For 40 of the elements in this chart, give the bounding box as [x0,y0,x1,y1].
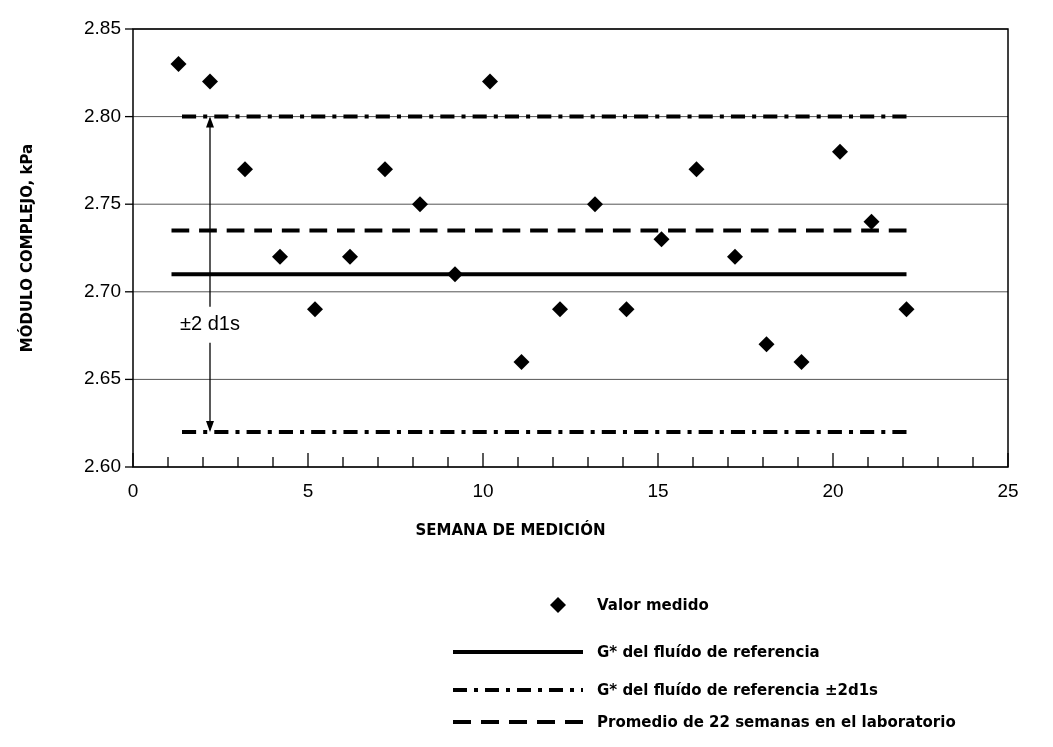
point [342,248,358,265]
y-tick-label: 2.65 [84,367,121,389]
annotation: ±2 d1s [180,312,240,335]
legend-label: G* del fluído de referencia ±2d1s [597,680,879,699]
point [727,248,743,265]
point [412,196,428,213]
y-tick-label: 2.75 [84,192,121,214]
point [377,161,393,178]
y-tick-label: 2.60 [84,455,121,477]
x-tick-label: 15 [647,480,669,501]
point [513,353,530,370]
x-tick-label: 25 [997,480,1019,501]
point [898,301,915,318]
x-tick-label: 10 [472,480,494,501]
point [237,161,253,178]
point [758,336,775,353]
x-tick-label: 20 [822,480,844,501]
legend-label: Promedio de 22 semanas en el laboratorio [597,712,956,731]
y-tick-label: 2.80 [84,104,121,126]
y-axis-title: MÓDULO COMPLEJO, kPa [17,143,36,353]
point [863,213,880,230]
legend-label: G* del fluído de referencia [597,642,820,661]
point [832,143,848,160]
y-tick-label: 2.70 [84,279,121,301]
point [688,161,705,178]
x-axis-title: SEMANA DE MEDICIÓN [415,520,606,539]
point [482,73,498,90]
point [793,353,810,370]
y-tick-label: 2.85 [84,17,121,39]
point [202,73,218,90]
point [552,301,568,318]
point [618,301,635,318]
point [307,301,323,318]
point [653,231,670,248]
point [272,248,288,265]
point [170,56,187,73]
x-tick-label: 0 [127,480,139,501]
x-tick-label: 5 [302,480,314,501]
legend-label: Valor medido [597,595,709,614]
point [587,196,603,213]
